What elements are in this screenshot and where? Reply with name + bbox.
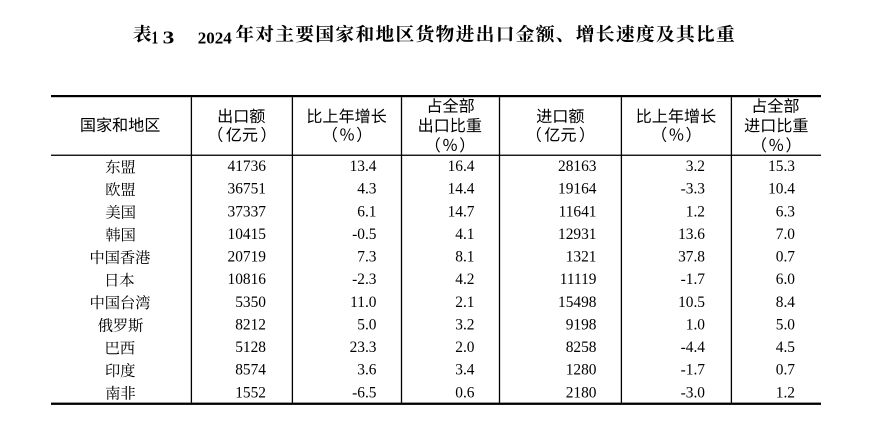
svg-text:0.7: 0.7 <box>776 249 796 266</box>
svg-text:11119: 11119 <box>560 271 597 288</box>
svg-text:5.0: 5.0 <box>776 316 796 333</box>
svg-text:10.5: 10.5 <box>678 294 705 311</box>
svg-text:4.2: 4.2 <box>455 271 474 288</box>
svg-text:5128: 5128 <box>235 339 266 356</box>
svg-text:1: 1 <box>151 29 158 48</box>
svg-text:9198: 9198 <box>566 316 597 333</box>
svg-text:1.2: 1.2 <box>686 203 705 220</box>
svg-text:1.2: 1.2 <box>776 384 795 401</box>
svg-text:15.3: 15.3 <box>768 158 795 175</box>
svg-text:14.7: 14.7 <box>448 203 475 220</box>
svg-text:0.6: 0.6 <box>455 384 475 401</box>
svg-text:13.4: 13.4 <box>350 158 377 175</box>
svg-text:28163: 28163 <box>558 158 597 175</box>
svg-text:12931: 12931 <box>558 226 596 243</box>
svg-text:4.1: 4.1 <box>455 226 474 243</box>
svg-text:23.3: 23.3 <box>350 339 377 356</box>
svg-text:20719: 20719 <box>228 249 267 266</box>
svg-text:16.4: 16.4 <box>448 158 475 175</box>
svg-text:7.0: 7.0 <box>776 226 796 243</box>
svg-text:-3.0: -3.0 <box>681 384 706 401</box>
svg-text:-0.5: -0.5 <box>352 226 377 243</box>
svg-text:37.8: 37.8 <box>678 249 705 266</box>
svg-text:-2.3: -2.3 <box>352 271 377 288</box>
svg-text:8212: 8212 <box>235 316 266 333</box>
svg-text:37337: 37337 <box>228 203 267 220</box>
svg-text:41736: 41736 <box>228 158 267 175</box>
svg-text:6.0: 6.0 <box>776 271 796 288</box>
svg-text:3.2: 3.2 <box>686 158 705 175</box>
svg-text:3.6: 3.6 <box>357 362 377 379</box>
svg-text:4.3: 4.3 <box>357 181 377 198</box>
svg-text:10816: 10816 <box>228 271 267 288</box>
svg-text:1321: 1321 <box>566 249 597 266</box>
svg-text:1280: 1280 <box>566 362 597 379</box>
svg-text:19164: 19164 <box>558 181 597 198</box>
svg-text:5.0: 5.0 <box>357 316 377 333</box>
svg-text:0.7: 0.7 <box>776 362 796 379</box>
svg-text:4.5: 4.5 <box>776 339 796 356</box>
svg-text:3.2: 3.2 <box>455 316 474 333</box>
svg-text:15498: 15498 <box>558 294 597 311</box>
svg-text:-3.3: -3.3 <box>681 181 706 198</box>
svg-text:6.3: 6.3 <box>776 203 796 220</box>
svg-text:7.3: 7.3 <box>357 249 377 266</box>
svg-text:-1.7: -1.7 <box>681 362 706 379</box>
svg-text:8.1: 8.1 <box>455 249 474 266</box>
svg-text:-4.4: -4.4 <box>681 339 706 356</box>
svg-text:11641: 11641 <box>559 203 597 220</box>
svg-text:5350: 5350 <box>235 294 266 311</box>
svg-text:8.4: 8.4 <box>776 294 796 311</box>
svg-text:10.4: 10.4 <box>768 181 795 198</box>
svg-text:1.0: 1.0 <box>686 316 706 333</box>
svg-text:8574: 8574 <box>235 362 266 379</box>
svg-text:6.1: 6.1 <box>357 203 376 220</box>
svg-text:2.1: 2.1 <box>455 294 474 311</box>
svg-text:10415: 10415 <box>228 226 267 243</box>
svg-text:36751: 36751 <box>228 181 266 198</box>
svg-text:3.4: 3.4 <box>455 362 475 379</box>
svg-text:8258: 8258 <box>566 339 597 356</box>
svg-text:11.0: 11.0 <box>350 294 377 311</box>
svg-text:2180: 2180 <box>566 384 597 401</box>
svg-text:2024: 2024 <box>198 28 233 47</box>
svg-text:14.4: 14.4 <box>448 181 475 198</box>
svg-text:-6.5: -6.5 <box>352 384 377 401</box>
svg-text:-1.7: -1.7 <box>681 271 706 288</box>
svg-text:2.0: 2.0 <box>455 339 475 356</box>
svg-text:3: 3 <box>163 27 175 48</box>
svg-text:13.6: 13.6 <box>678 226 705 243</box>
svg-text:1552: 1552 <box>235 384 266 401</box>
